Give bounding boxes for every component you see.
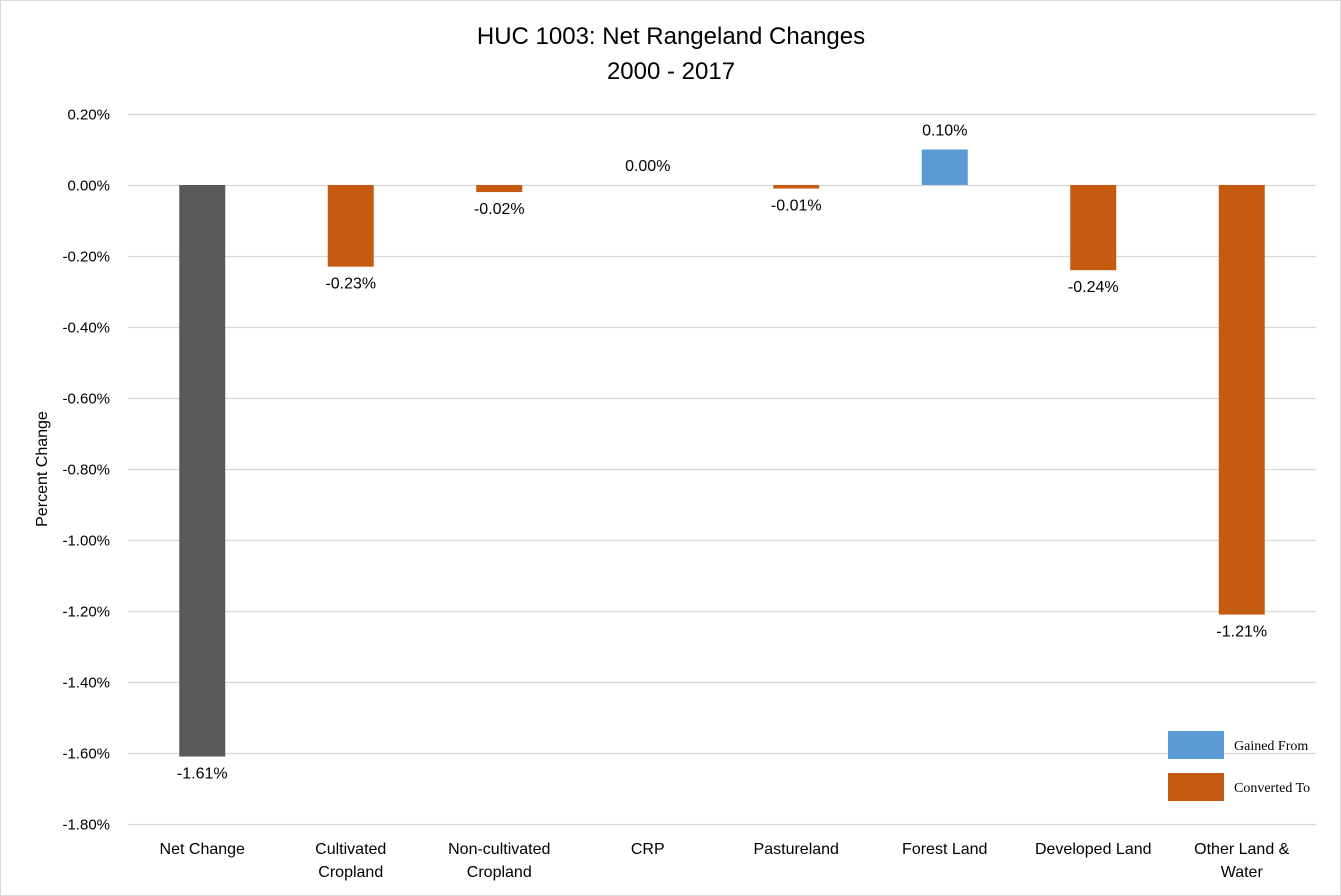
data-label: -0.02% [474, 201, 525, 218]
legend-swatch [1168, 731, 1224, 759]
category-label: Water [1221, 864, 1264, 881]
bars [179, 149, 1265, 757]
y-tick-label: -0.20% [62, 249, 110, 266]
data-label: 0.10% [922, 123, 967, 140]
chart-title-line-1: HUC 1003: Net Rangeland Changes [477, 23, 865, 50]
legend-label: Gained From [1234, 739, 1308, 754]
y-tick-label: -1.20% [62, 604, 110, 621]
category-label: Non-cultivated [448, 841, 550, 858]
x-axis-categories: Net Change Cultivated Cropland Non-cultivat… [160, 841, 1290, 881]
data-label: 0.00% [625, 158, 670, 175]
data-label: -1.21% [1216, 624, 1267, 641]
category-label: CRP [631, 841, 665, 858]
data-label: -0.23% [325, 276, 376, 293]
data-label: -1.61% [177, 766, 228, 783]
bar [1218, 185, 1265, 615]
category-label: Pastureland [754, 841, 839, 858]
y-tick-label: -0.80% [62, 462, 110, 479]
y-tick-label: -1.40% [62, 675, 110, 692]
data-label: -0.01% [771, 198, 822, 215]
bar [921, 149, 968, 185]
category-label: Cultivated [315, 841, 386, 858]
y-tick-label: -0.60% [62, 391, 110, 408]
category-label: Developed Land [1035, 841, 1152, 858]
gridlines [128, 113, 1316, 826]
y-tick-label: -0.40% [62, 320, 110, 337]
bar [773, 185, 820, 189]
y-tick-label: -1.80% [62, 817, 110, 834]
bar [1070, 185, 1117, 271]
y-tick-label: -1.60% [62, 746, 110, 763]
legend: Gained From Converted To [1168, 731, 1310, 801]
bar [179, 185, 226, 757]
category-label: Cropland [467, 864, 532, 881]
y-tick-label: 0.20% [67, 107, 110, 124]
y-axis-label: Percent Change [34, 411, 51, 527]
y-axis-ticks: 0.20% 0.00% -0.20% -0.40% -0.60% -0.80% -1.00%… [62, 107, 110, 834]
chart-title-line-2: 2000 - 2017 [607, 58, 735, 85]
category-label: Other Land & [1194, 841, 1290, 858]
data-labels: -1.61% -0.23% -0.02% 0.00% -0.01% 0.10% -0.24%… [177, 123, 1267, 783]
y-tick-label: 0.00% [67, 178, 110, 195]
legend-label: Converted To [1234, 781, 1310, 796]
legend-swatch [1168, 773, 1224, 801]
bar [327, 185, 374, 267]
category-label: Cropland [318, 864, 383, 881]
bar [476, 185, 523, 193]
category-label: Forest Land [902, 841, 987, 858]
data-label: -0.24% [1068, 279, 1119, 296]
category-label: Net Change [160, 841, 245, 858]
y-tick-label: -1.00% [62, 533, 110, 550]
